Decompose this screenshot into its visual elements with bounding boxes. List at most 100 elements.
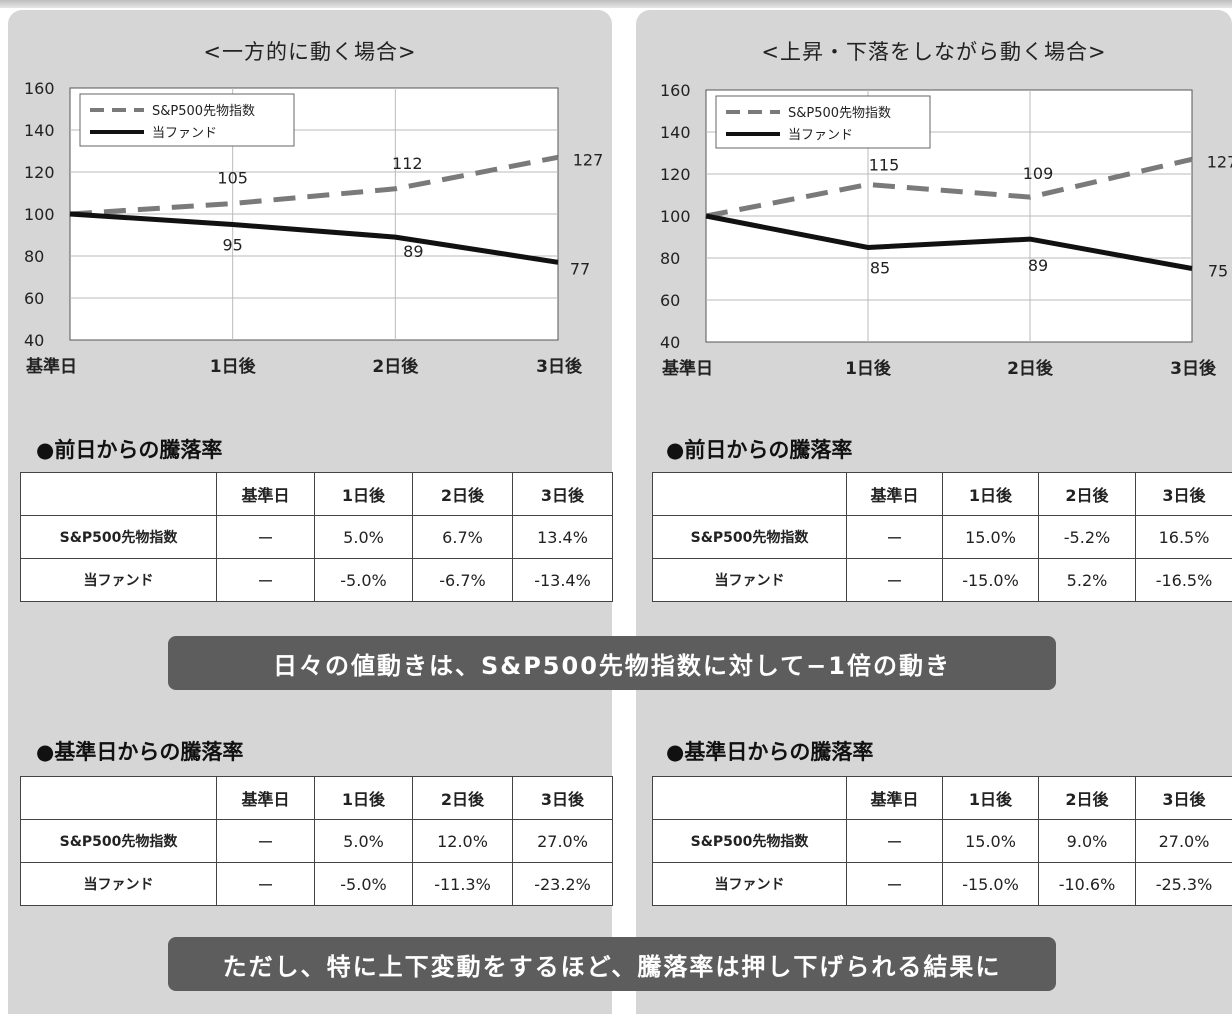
daily-right-header-1: 基準日 [846,472,943,516]
table-row: S&P500先物指数ー 5.0% 12.0% 27.0% [20,819,613,863]
data-label: 127 [1207,152,1232,171]
cum-right-cell-1-2: -15.0% [942,862,1039,906]
cum-left-cell-0-2: 5.0% [314,819,413,863]
daily-left-cell-0-4: 13.4% [512,515,613,559]
daily-right-header-3: 2日後 [1038,472,1136,516]
daily-left-cell-0-1: ー [216,515,315,559]
cum-right-cell-1-4: -25.3% [1135,862,1232,906]
cum-right-header-0 [652,776,847,820]
daily-left-header-2: 1日後 [314,472,413,516]
cum-title-right: ●基準日からの騰落率 [666,740,874,764]
x-tick-label: 3日後 [536,356,583,377]
x-tick-label: 2日後 [372,356,419,377]
table-row: S&P500先物指数ー 15.0% -5.2% 16.5% [652,515,1232,559]
y-tick-label: 40 [24,331,44,350]
daily-title-right: ●前日からの騰落率 [666,438,853,462]
cum-left-cell-1-1: ー [216,862,315,906]
daily-left-header-1: 基準日 [216,472,315,516]
data-label: 85 [870,259,890,278]
cum-left-cell-1-3: -11.3% [412,862,513,906]
legend-label: 当ファンド [788,128,853,143]
legend-box [715,95,931,149]
cum-left-header-0 [20,776,217,820]
series-line-fund [69,211,559,265]
cum-left-header-2: 1日後 [314,776,413,820]
cum-right-cell-0-3: 9.0% [1038,819,1136,863]
y-tick-label: 100 [660,207,691,226]
cum-left-cell-0-1: ー [216,819,315,863]
y-tick-label: 120 [660,165,691,184]
daily-right-cell-0-4: 16.5% [1135,515,1232,559]
cum-right-cell-1-1: ー [846,862,943,906]
cum-right-header-4: 3日後 [1135,776,1232,820]
y-tick-label: 100 [24,205,55,224]
data-label: 112 [392,154,423,173]
cum-right-header-3: 2日後 [1038,776,1136,820]
daily-right-cell-0-0: S&P500先物指数 [652,515,847,559]
table-row: S&P500先物指数ー 5.0% 6.7% 13.4% [20,515,613,559]
cum-right-cell-0-2: 15.0% [942,819,1039,863]
daily-left-cell-1-3: -6.7% [412,558,513,602]
chart-left: 40 60 80 100 120 140 160 基準日 1日後 2日後 3日後 105 112 127 9… [24,79,604,377]
panel-left: <一方的に動く場合> 40 60 80 100 120 140 160 基準日 1日後 2日後 3日… [8,10,613,1014]
chart-title-right: <上昇・下落をしながら動く場合> [761,40,1107,64]
cum-left-cell-0-3: 12.0% [412,819,513,863]
daily-table-left: 基準日 1日後 2日後 3日後 S&P500先物指数ー 5.0% 6.7% 13.4% 当ファン… [20,472,613,602]
legend-label: 当ファンド [152,126,217,141]
top-strip [0,0,1232,8]
cum-left-cell-1-0: 当ファンド [20,862,217,906]
cum-right-cell-0-0: S&P500先物指数 [652,819,847,863]
daily-title-left: ●前日からの騰落率 [36,438,223,462]
daily-right-cell-0-2: 15.0% [942,515,1039,559]
daily-table-right: 基準日 1日後 2日後 3日後 S&P500先物指数ー 15.0% -5.2% 16.5% 当フ… [652,472,1232,602]
daily-left-cell-1-2: -5.0% [314,558,413,602]
y-tick-label: 80 [24,247,44,266]
cum-left-cell-1-4: -23.2% [512,862,613,906]
daily-left-header-4: 3日後 [512,472,613,516]
daily-left-cell-1-0: 当ファンド [20,558,217,602]
data-label: 89 [1028,256,1048,275]
daily-right-cell-0-1: ー [846,515,943,559]
table-row: S&P500先物指数ー 15.0% 9.0% 27.0% [652,819,1232,863]
data-label: 77 [570,259,590,278]
cum-table-right: 基準日 1日後 2日後 3日後 S&P500先物指数ー 15.0% 9.0% 27.0% 当ファ… [652,776,1232,906]
x-tick-label: 1日後 [210,356,257,377]
cum-left-header-3: 2日後 [412,776,513,820]
daily-left-header-3: 2日後 [412,472,513,516]
cum-right-header-1: 基準日 [846,776,943,820]
y-tick-label: 60 [660,291,680,310]
cum-right-cell-1-3: -10.6% [1038,862,1136,906]
daily-right-cell-1-0: 当ファンド [652,558,847,602]
data-label: 89 [403,242,423,261]
series-line-sp500 [705,156,1193,219]
cum-right-cell-1-0: 当ファンド [652,862,847,906]
cum-left-header-1: 基準日 [216,776,315,820]
daily-left-header-0 [20,472,217,516]
daily-right-header-0 [652,472,847,516]
daily-left-cell-1-1: ー [216,558,315,602]
banner-inverse-note: 日々の値動きは、S&P500先物指数に対して−1倍の動き [168,636,1056,690]
x-tick-label: 3日後 [1170,358,1217,379]
cum-table-left: 基準日 1日後 2日後 3日後 S&P500先物指数ー 5.0% 12.0% 27.0% 当ファ… [20,776,613,906]
table-row: 当ファンドー -15.0% 5.2% -16.5% [652,558,1232,602]
y-tick-label: 140 [24,121,55,140]
x-tick-label: 1日後 [845,358,892,379]
banner-volatility-note: ただし、特に上下変動をするほど、騰落率は押し下げられる結果に [168,937,1056,991]
daily-right-cell-1-1: ー [846,558,943,602]
table-row: 当ファンドー -5.0% -6.7% -13.4% [20,558,613,602]
data-label: 127 [573,150,604,169]
x-tick-label: 2日後 [1007,358,1054,379]
daily-right-header-2: 1日後 [942,472,1039,516]
data-label: 95 [222,236,242,255]
y-tick-label: 140 [660,123,691,142]
cum-left-cell-0-4: 27.0% [512,819,613,863]
legend-box [79,93,295,147]
daily-right-cell-0-3: -5.2% [1038,515,1136,559]
cum-right-cell-0-4: 27.0% [1135,819,1232,863]
y-tick-label: 40 [660,333,680,352]
table-row: 当ファンドー -15.0% -10.6% -25.3% [652,862,1232,906]
series-line-sp500 [69,154,559,217]
y-tick-label: 160 [660,81,691,100]
cum-right-header-2: 1日後 [942,776,1039,820]
y-tick-label: 80 [660,249,680,268]
